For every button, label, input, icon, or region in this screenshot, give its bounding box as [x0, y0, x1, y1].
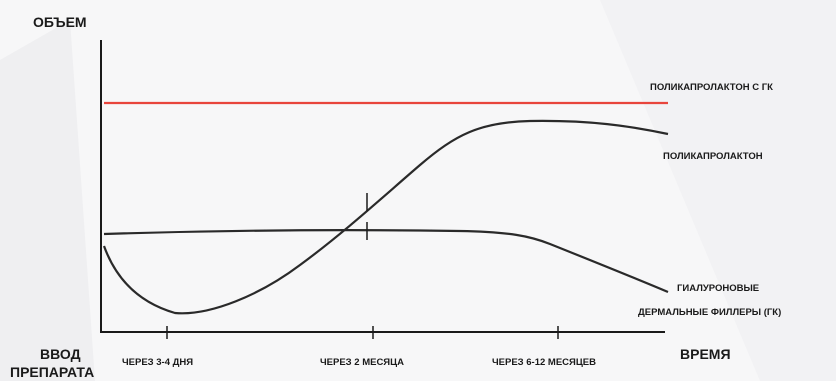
- series-line-ha-fillers: [103, 229, 669, 294]
- series-label-ha-fillers-line2: ДЕРМАЛЬНЫЕ ФИЛЛЕРЫ (ГК): [638, 307, 781, 318]
- origin-label-line2: ПРЕПАРАТА: [10, 364, 94, 380]
- series-label-pcl: ПОЛИКАПРОЛАКТОН: [663, 151, 763, 162]
- x-tick-label-1: ЧЕРЕЗ 3-4 ДНЯ: [122, 357, 193, 368]
- series-label-ha-fillers-line1: ГИАЛУРОНОВЫЕ: [677, 283, 759, 294]
- series-line-pcl: [102, 119, 669, 315]
- x-tick-label-3: ЧЕРЕЗ 6-12 МЕСЯЦЕВ: [492, 357, 596, 368]
- series-label-pcl-ha: ПОЛИКАПРОЛАКТОН С ГК: [650, 82, 773, 93]
- origin-label-line1: ВВОД: [40, 346, 81, 362]
- x-axis-title: ВРЕМЯ: [680, 346, 731, 362]
- y-axis-title: ОБЪЕМ: [33, 14, 87, 30]
- x-tick-label-2: ЧЕРЕЗ 2 МЕСЯЦА: [320, 357, 404, 368]
